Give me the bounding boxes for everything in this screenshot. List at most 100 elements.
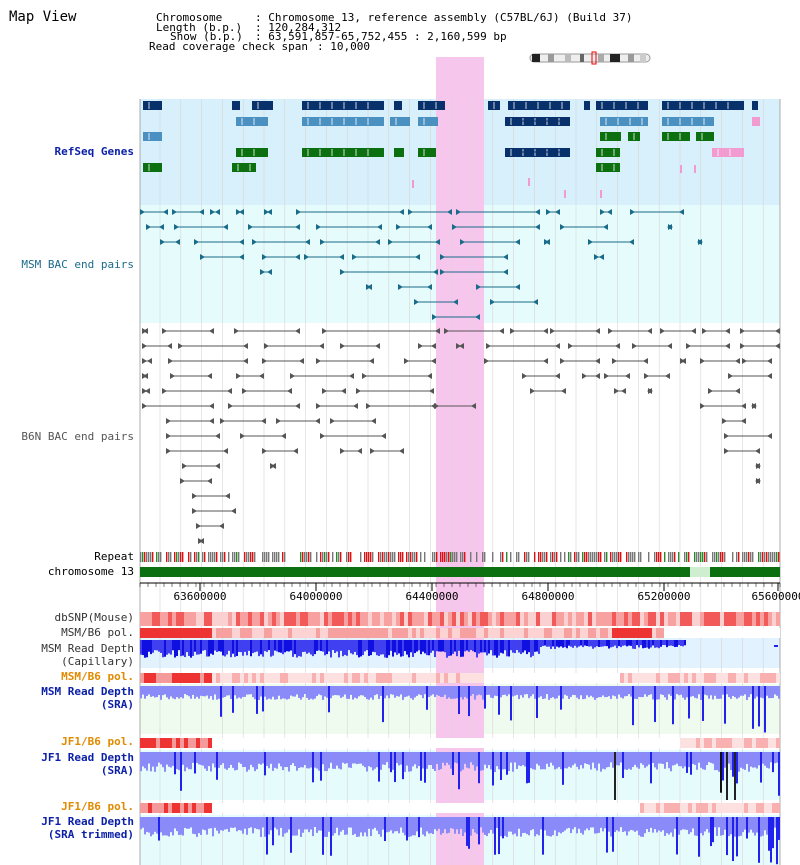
msm-cap-depth-bar <box>460 640 462 657</box>
jf1-pol-cell <box>316 738 320 748</box>
msm-cap-depth-bar <box>616 640 618 649</box>
dbsnp-cell <box>752 612 756 626</box>
msm-cap-depth-bar <box>500 640 502 653</box>
jf1-pol-cell <box>528 803 532 813</box>
repeat-element <box>216 552 218 562</box>
jf1-trim-depth-bar <box>750 817 752 830</box>
msm-sra-depth-bar <box>564 686 566 695</box>
msm-cap-depth-bar <box>268 640 270 651</box>
msm-sra-depth-bar <box>652 686 654 700</box>
msm-sra-depth-bar <box>238 686 240 698</box>
track-label-msm-bac[interactable]: MSM BAC end pairs <box>21 258 134 271</box>
dbsnp-cell <box>352 612 356 626</box>
msm-cap-depth-bar <box>650 640 652 648</box>
dbsnp-cell <box>508 612 512 626</box>
repeat-element <box>524 552 526 562</box>
jf1-pol-cell <box>148 738 152 748</box>
track-label-msm-b6-pol-2[interactable]: MSM/B6 pol. <box>61 670 134 683</box>
jf1-sra-depth-bar <box>636 752 638 768</box>
b6n-bac-pair-end <box>755 448 760 454</box>
track-label-b6n-bac[interactable]: B6N BAC end pairs <box>21 430 134 443</box>
dbsnp-cell <box>176 612 180 626</box>
jf1-sra-depth-bar <box>436 752 438 764</box>
jf1-trim-depth-bar <box>566 817 568 829</box>
msm-sra-depth-bar <box>446 686 448 699</box>
msm-cap-depth-bar <box>180 640 182 657</box>
b6n-bac-pair-end <box>322 388 327 394</box>
jf1-pol-cell <box>240 738 244 748</box>
track-label-jf1-depth-sra[interactable]: JF1 Read Depth <box>41 751 134 764</box>
msm-pol-cell <box>352 673 356 683</box>
jf1-pol-cell <box>352 738 356 748</box>
jf1-trim-depth-bar <box>372 817 374 830</box>
track-label-msm-depth-sra[interactable]: MSM Read Depth <box>41 685 134 698</box>
msm-pol-cell <box>596 628 600 638</box>
msm-cap-depth-bar <box>326 640 328 655</box>
jf1-sra-depth-bar <box>620 752 622 763</box>
msm-cap-depth-bar <box>404 640 406 652</box>
msm-sra-depth-bar <box>332 686 334 696</box>
track-label-repeat[interactable]: Repeat <box>94 550 134 563</box>
repeat-element <box>324 552 326 562</box>
jf1-trim-depth-bar <box>212 817 214 837</box>
msm-cap-depth-bar <box>342 640 344 657</box>
msm-cap-depth-bar <box>522 640 524 653</box>
jf1-pol-cell <box>580 803 584 813</box>
msm-pol-cell <box>760 628 764 638</box>
msm-pol-cell <box>680 628 684 638</box>
jf1-pol-cell <box>668 803 672 813</box>
jf1-pol-cell <box>212 803 216 813</box>
msm-sra-depth-bar <box>440 686 442 697</box>
jf1-pol-cell <box>172 738 176 748</box>
b6n-bac-pair-end <box>340 343 345 349</box>
jf1-pol-cell <box>256 738 260 748</box>
jf1-pol-cell <box>660 803 664 813</box>
msm-pol-cell <box>532 628 536 638</box>
msm-sra-depth-bar <box>688 686 690 719</box>
msm-pol-cell <box>688 628 692 638</box>
track-label-msm-b6-pol-1[interactable]: MSM/B6 pol. <box>61 626 134 639</box>
track-label-msm-depth-cap[interactable]: MSM Read Depth <box>41 642 134 655</box>
dbsnp-cell <box>744 612 748 626</box>
jf1-pol-cell <box>736 803 740 813</box>
track-label-jf1-depth-trim[interactable]: JF1 Read Depth <box>41 815 134 828</box>
dbsnp-cell <box>164 612 168 626</box>
jf1-trim-depth-bar <box>460 817 462 829</box>
jf1-pol-cell <box>144 738 148 748</box>
jf1-sra-depth-bar <box>442 752 444 763</box>
jf1-pol-cell <box>368 803 372 813</box>
jf1-trim-depth-bar <box>420 817 422 828</box>
jf1-trim-depth-bar <box>468 817 470 849</box>
track-label-refseq[interactable]: RefSeq Genes <box>54 145 134 158</box>
msm-sra-depth-bar <box>232 686 234 713</box>
track-label-jf1-b6-pol-1[interactable]: JF1/B6 pol. <box>61 735 134 748</box>
msm-cap-depth-bar <box>422 640 424 652</box>
msm-bac-pair-end <box>172 209 177 215</box>
msm-pol-cell <box>276 628 280 638</box>
repeat-element <box>300 552 302 562</box>
dbsnp-cell <box>236 612 240 626</box>
track-label-jf1-b6-pol-2[interactable]: JF1/B6 pol. <box>61 800 134 813</box>
msm-pol-cell <box>664 673 668 683</box>
b6n-bac-pair-end <box>775 328 780 334</box>
msm-sra-depth-bar <box>412 686 414 700</box>
msm-sra-depth-bar <box>314 686 316 699</box>
b6n-bac-pair-end <box>330 418 335 424</box>
track-label-dbsnp[interactable]: dbSNP(Mouse) <box>54 611 134 624</box>
jf1-sra-depth-bar <box>470 752 472 763</box>
dbsnp-cell <box>180 612 184 626</box>
msm-pol-cell <box>208 628 212 638</box>
repeat-element <box>664 552 666 562</box>
jf1-trim-depth-bar <box>740 817 742 836</box>
dbsnp-cell <box>424 612 428 626</box>
axis-tick-label: 64800000 <box>522 590 575 603</box>
msm-sra-depth-bar <box>776 686 778 696</box>
jf1-pol-cell <box>348 738 352 748</box>
msm-bac-pair-end <box>174 224 179 230</box>
jf1-trim-depth-bar <box>396 817 398 832</box>
msm-sra-depth-bar <box>606 686 608 697</box>
msm-pol-cell <box>756 628 760 638</box>
jf1-pol-cell <box>224 738 228 748</box>
jf1-sra-depth-bar <box>476 752 478 767</box>
